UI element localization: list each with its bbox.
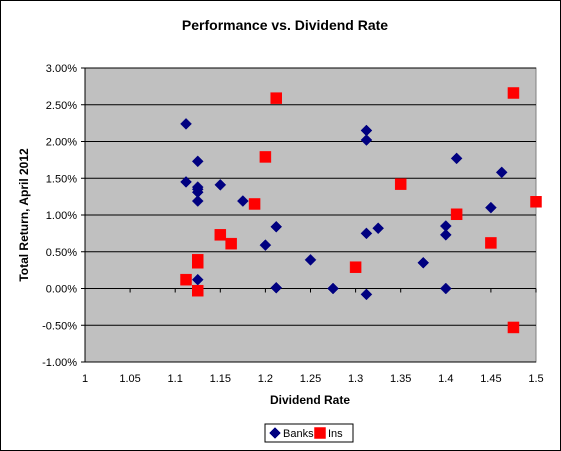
data-point-ins (530, 196, 542, 208)
y-tick-label: 3.00% (46, 63, 77, 75)
y-tick-label: 2.00% (46, 137, 77, 149)
data-point-bank (180, 176, 192, 188)
y-tick-label: -1.00% (42, 357, 77, 369)
data-point-ins (270, 92, 282, 104)
data-point-ins (485, 237, 497, 249)
legend-marker-banks (269, 427, 281, 439)
data-point-bank (191, 195, 204, 207)
data-point-ins (450, 208, 463, 221)
data-point-ins (507, 87, 520, 99)
data-point-bank (191, 155, 204, 168)
data-point-ins (225, 237, 237, 250)
x-tick-label: 1.05 (119, 373, 140, 385)
x-axis: 1 1.05 1.1 1.15 1.2 1.25 1.3 1.35 1.4 1.45 1.5 (82, 288, 544, 385)
data-point-bank (360, 134, 373, 146)
x-tick-label: 1.3 (348, 373, 363, 385)
data-point-bank (360, 288, 373, 301)
data-point-bank (236, 195, 249, 207)
data-point-bank (180, 118, 192, 130)
y-axis: -1.00% -0.50% 0.00% 0.50% 1.00% 1.50% 2.00% 2.5… (42, 63, 86, 369)
x-tick-label: 1.4 (438, 373, 453, 385)
y-tick-label: 1.00% (46, 210, 77, 222)
x-tick-label: 1.5 (528, 373, 543, 385)
legend-label-banks: Banks (283, 428, 314, 440)
x-tick-label: 1 (82, 373, 88, 385)
data-point-ins (507, 321, 520, 334)
legend-box (264, 423, 354, 443)
x-tick-label: 1.45 (480, 373, 501, 385)
data-point-bank (270, 220, 283, 233)
data-point-bank (495, 166, 508, 179)
y-axis-label: Total Return, April 2012 (17, 148, 31, 282)
data-point-ins (180, 273, 192, 286)
data-point-bank (485, 201, 497, 214)
chart-title: Performance vs. Dividend Rate (182, 17, 388, 33)
x-tick-label: 1.15 (210, 373, 231, 385)
data-point-bank (372, 222, 385, 235)
x-tick-label: 1.35 (390, 373, 411, 385)
data-point-ins (214, 229, 227, 241)
legend-marker-ins (314, 427, 326, 439)
data-point-bank (270, 281, 283, 294)
legend-label-ins: Ins (328, 428, 343, 440)
x-axis-label: Dividend Rate (270, 393, 350, 407)
data-point-bank (360, 227, 373, 240)
data-point-bank (417, 256, 430, 269)
data-point-ins (394, 178, 407, 190)
data-point-bank (450, 152, 463, 165)
data-point-bank (439, 228, 452, 241)
data-point-bank (259, 239, 272, 251)
series-ins (180, 87, 542, 334)
y-tick-label: 0.00% (46, 284, 77, 296)
data-point-ins (248, 198, 261, 210)
y-tick-label: 0.50% (46, 247, 77, 259)
data-point-ins (192, 257, 204, 269)
data-point-ins (192, 284, 204, 297)
data-point-bank (439, 282, 452, 295)
series-banks (180, 118, 508, 301)
x-tick-label: 1.2 (258, 373, 273, 385)
x-tick-label: 1.1 (168, 373, 183, 385)
data-point-bank (304, 253, 317, 266)
data-points (180, 87, 542, 334)
x-tick-label: 1.25 (300, 373, 321, 385)
legend: Banks Ins (264, 423, 354, 443)
data-point-bank (214, 179, 227, 191)
y-tick-label: -0.50% (42, 320, 77, 332)
data-point-bank (327, 282, 339, 295)
y-tick-label: 2.50% (46, 100, 77, 112)
data-point-ins (349, 261, 362, 273)
y-tick-label: 1.50% (46, 173, 77, 185)
data-point-ins (259, 151, 272, 163)
